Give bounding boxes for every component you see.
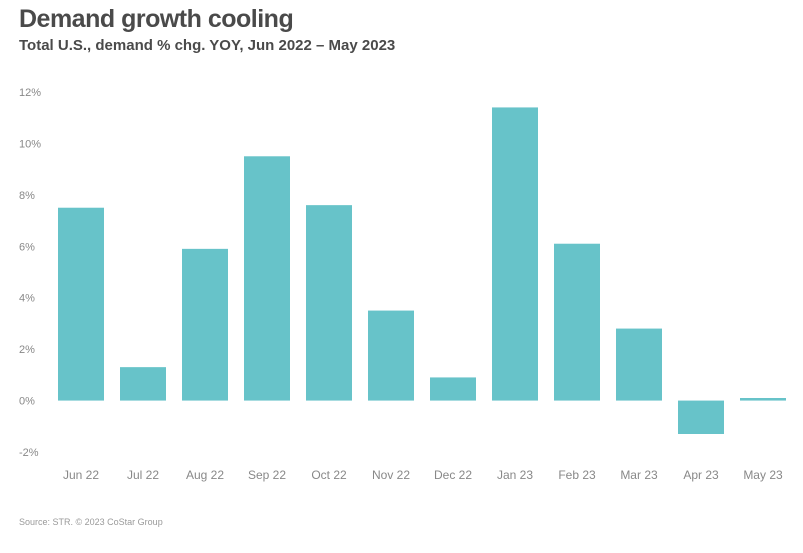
x-tick-label: Nov 22 — [372, 468, 410, 482]
bar-mar-23 — [616, 328, 662, 401]
bar-aug-22 — [182, 248, 228, 401]
bar-oct-22 — [306, 205, 352, 401]
x-axis: Jun 22 Jul 22 Aug 22 Sep 22 Oct 22 Nov 22 Dec … — [63, 468, 783, 482]
x-tick-label: Feb 23 — [558, 468, 596, 482]
y-tick-label: 8% — [19, 190, 35, 202]
bar-feb-23 — [554, 243, 600, 401]
bars-group — [58, 107, 786, 434]
x-tick-label: Jan 23 — [497, 468, 533, 482]
bar-nov-22 — [368, 310, 414, 401]
y-tick-label: -2% — [19, 447, 39, 459]
source-note: Source: STR. © 2023 CoStar Group — [19, 517, 163, 527]
chart-title: Demand growth cooling — [19, 5, 294, 33]
x-tick-label: Apr 23 — [683, 468, 719, 482]
x-tick-label: Oct 22 — [311, 468, 347, 482]
bar-jul-22 — [120, 367, 166, 401]
y-axis: 12% 10% 8% 6% 4% 2% 0% -2% — [19, 87, 41, 459]
y-tick-label: 4% — [19, 293, 35, 305]
x-tick-label: Dec 22 — [434, 468, 472, 482]
bar-dec-22 — [430, 377, 476, 401]
x-tick-label: Jul 22 — [127, 468, 159, 482]
x-tick-label: Sep 22 — [248, 468, 286, 482]
bar-apr-23 — [678, 400, 724, 434]
y-tick-label: 0% — [19, 396, 35, 408]
bar-sep-22 — [244, 156, 290, 401]
bar-jan-23 — [492, 107, 538, 401]
y-tick-label: 6% — [19, 241, 35, 253]
bar-may-23 — [740, 398, 786, 401]
chart-subtitle: Total U.S., demand % chg. YOY, Jun 2022 … — [19, 37, 396, 54]
x-tick-label: Aug 22 — [186, 468, 224, 482]
x-tick-label: Mar 23 — [620, 468, 658, 482]
x-tick-label: Jun 22 — [63, 468, 99, 482]
y-tick-label: 2% — [19, 344, 35, 356]
x-tick-label: May 23 — [743, 468, 783, 482]
bar-jun-22 — [58, 207, 104, 401]
y-tick-label: 12% — [19, 87, 41, 99]
y-tick-label: 10% — [19, 138, 41, 150]
